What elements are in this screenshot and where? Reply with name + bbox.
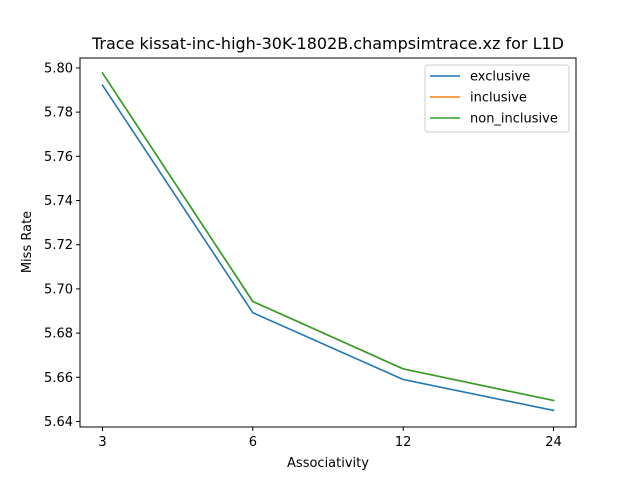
legend-label-exclusive: exclusive [470, 70, 530, 85]
x-axis: 3 6 12 24 [98, 427, 562, 450]
legend: exclusive inclusive non_inclusive [424, 64, 570, 133]
plot-frame [79, 57, 577, 428]
series-line-non-inclusive [101, 71, 555, 402]
x-tick-label: 3 [98, 435, 106, 450]
plot-area [79, 57, 577, 428]
chart-title: Trace kissat-inc-high-30K-1802B.champsim… [91, 34, 564, 53]
y-tick-label: 5.68 [44, 327, 73, 342]
x-tick-label: 6 [249, 435, 257, 450]
x-tick-label: 12 [395, 435, 412, 450]
y-tick-label: 5.64 [44, 415, 73, 430]
legend-box [424, 64, 570, 133]
y-tick-label: 5.72 [44, 238, 73, 253]
x-tick-label: 24 [545, 435, 562, 450]
y-tick-label: 5.80 [44, 61, 73, 76]
series-line-exclusive [101, 84, 555, 412]
x-axis-label: Associativity [287, 456, 369, 471]
y-axis-label: Miss Rate [20, 211, 35, 273]
series-layer [101, 71, 555, 412]
legend-label-non-inclusive: non_inclusive [470, 112, 558, 127]
y-tick-label: 5.66 [44, 371, 73, 386]
y-tick-label: 5.78 [44, 106, 73, 121]
y-tick-label: 5.76 [44, 150, 73, 165]
legend-label-inclusive: inclusive [470, 91, 527, 106]
y-tick-label: 5.70 [44, 282, 73, 297]
y-axis: 5.64 5.66 5.68 5.70 5.72 5.74 5.76 5.78 5.80 [44, 61, 80, 430]
y-tick-label: 5.74 [44, 194, 73, 209]
